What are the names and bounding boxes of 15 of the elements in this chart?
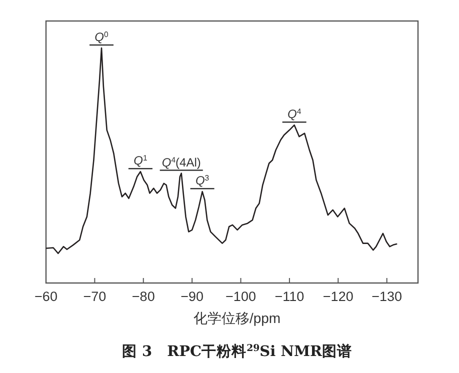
annotation: Q$^{1}$ <box>134 153 148 168</box>
annotation: Q$^{0}$ <box>94 30 110 44</box>
x-tick-label: −100 <box>226 289 256 304</box>
text: 图 3 RPC干粉料$^{29}$Si NMR图谱 <box>122 342 352 360</box>
x-tick-label: −90 <box>180 289 204 304</box>
x-tick-label: −120 <box>322 289 354 304</box>
annotation: Q$^{4}$(4Al) <box>162 154 201 170</box>
annotation: Q$^{4}$ <box>287 106 302 122</box>
annotation: Q$^{3}$ <box>195 173 210 188</box>
x-tick-label: −70 <box>83 289 106 304</box>
x-tick-label: −130 <box>372 289 402 304</box>
x-tick-label: −80 <box>132 289 155 304</box>
x-tick-label: −60 <box>34 289 58 304</box>
x-tick-label: −110 <box>274 289 304 304</box>
x-axis-title: 化学位移/ppm <box>193 310 281 326</box>
